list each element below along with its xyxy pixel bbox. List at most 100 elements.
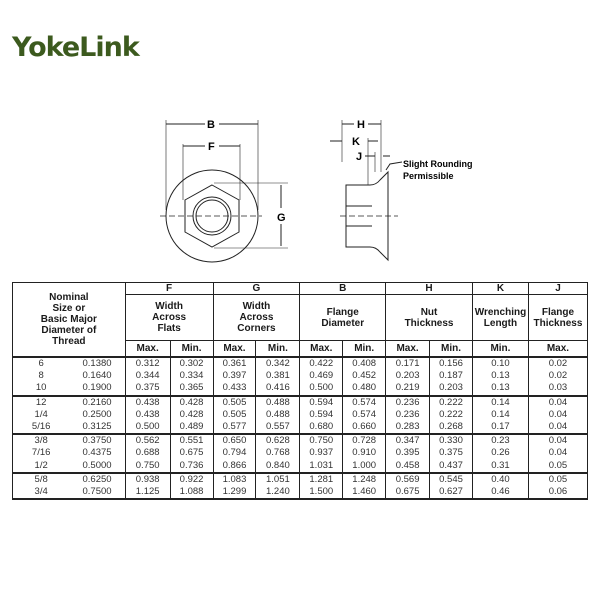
dimension-value: 0.452 [342,370,387,383]
dimension-value: 0.268 [429,420,473,435]
basic-diameter: 0.1380 [69,355,126,371]
brand-logo: YokeLink [12,32,140,63]
subheader-min: Min. [169,340,214,358]
header-line: Thickness [404,317,454,329]
logo-text: YokeLink [12,32,140,63]
label-G: G [277,212,286,224]
subheader-min: Min. [255,340,301,358]
nominal-size: 12 [12,394,70,409]
dimension-value: 0.236 [385,408,431,421]
dimension-value: 0.23 [471,433,529,448]
dimension-value: 0.577 [212,420,257,435]
flange-nut-diagram: B F G H K J Slight Rounding Permissible [160,119,472,263]
dimension-value: 0.381 [255,370,301,383]
column-name: Nut Thickness [385,294,473,341]
dimension-value: 0.203 [429,382,473,396]
dimension-value: 0.500 [124,420,171,435]
dimension-value: 0.750 [124,459,171,473]
dimension-value: 0.458 [385,459,431,473]
header-line: Thread [52,336,86,347]
header-line: Nut [420,306,438,318]
dimension-value: 0.569 [385,471,431,486]
dimension-value: 0.365 [169,382,214,396]
side-profile [345,170,389,262]
header-line: Size or [52,303,86,314]
table-row: 5/8 0.6250 0.938 0.922 1.083 1.051 1.281 1.248 0… [12,471,589,486]
table-row: 7/16 0.4375 0.688 0.675 0.794 0.768 0.937 0.910… [12,447,589,460]
dimension-value: 0.428 [169,394,214,409]
table-row: 3/4 0.7500 1.125 1.088 1.299 1.240 1.500 1.460 0… [12,485,589,501]
dimension-value: 0.794 [212,447,257,460]
dimension-value: 0.347 [385,433,431,448]
dimension-value: 0.505 [212,394,257,409]
dimension-value: 0.594 [299,408,344,421]
dimension-value: 0.395 [385,447,431,460]
dimension-value: 0.480 [342,382,387,396]
header-line: Flats [157,323,181,334]
basic-diameter: 0.3125 [69,420,126,435]
dimension-value: 0.628 [255,433,301,448]
table-row: 3/8 0.3750 0.562 0.551 0.650 0.628 0.750 0.728 0… [12,433,589,448]
dimension-value: 0.222 [429,408,473,421]
dimension-value: 0.574 [342,394,387,409]
subheader-max: Max. [527,340,589,358]
dimension-value: 0.500 [299,382,344,396]
dimension-value: 0.866 [212,459,257,473]
dimension-value: 0.922 [169,471,214,486]
dimension-value: 0.488 [255,394,301,409]
column-name: Flange Diameter [299,294,387,341]
dimension-value: 0.03 [527,382,589,396]
dimension-value: 0.40 [471,471,529,486]
nominal-size-header: Nominal Size or Basic Major Diameter of Thre… [12,282,126,358]
dimension-value: 0.505 [212,408,257,421]
dimension-value: 0.05 [527,459,589,473]
dimension-value: 1.299 [212,485,257,501]
dimension-value: 0.680 [299,420,344,435]
nominal-size: 1/4 [12,408,70,421]
column-name: Width Across Flats [124,294,214,341]
dimension-value: 1.000 [342,459,387,473]
dimension-value: 0.422 [299,355,344,371]
dimension-value: 0.469 [299,370,344,383]
dimension-value: 0.04 [527,447,589,460]
dimension-value: 0.650 [212,433,257,448]
dimension-value: 0.203 [385,370,431,383]
dimension-value: 1.125 [124,485,171,501]
dimension-value: 0.375 [124,382,171,396]
dimension-value: 0.10 [471,355,529,371]
subheader-max: Max. [385,340,431,358]
dimension-value: 0.545 [429,471,473,486]
subheader-min: Min. [342,340,387,358]
dimension-value: 0.02 [527,355,589,371]
dimension-table: Nominal Size or Basic Major Diameter of Thre… [12,282,589,501]
header-line: Across [239,312,274,323]
dimension-value: 0.438 [124,408,171,421]
column-letter-J: J [527,282,589,295]
dimension-value: 0.187 [429,370,473,383]
dimension-value: 0.13 [471,370,529,383]
dimension-value: 0.938 [124,471,171,486]
basic-diameter: 0.4375 [69,447,126,460]
dimension-value: 0.283 [385,420,431,435]
nominal-size: 8 [12,370,70,383]
header-line: Length [483,317,518,329]
dimension-value: 1.051 [255,471,301,486]
header-line: Width [155,301,183,312]
dimension-value: 0.416 [255,382,301,396]
hex-outline [184,184,240,248]
nominal-size: 6 [12,355,70,371]
dimension-value: 0.156 [429,355,473,371]
dimension-value: 0.04 [527,408,589,421]
basic-diameter: 0.7500 [69,485,126,501]
dimension-value: 1.083 [212,471,257,486]
basic-diameter: 0.2500 [69,408,126,421]
column-letter-F: F [124,282,214,295]
column-letter-B: B [299,282,387,295]
header-line: Nominal [49,292,89,303]
dimension-value: 0.433 [212,382,257,396]
dimension-value: 0.768 [255,447,301,460]
subheader-max: Max. [124,340,171,358]
header-line: Across [152,312,187,323]
dimension-value: 0.05 [527,471,589,486]
dimension-value: 0.438 [124,394,171,409]
